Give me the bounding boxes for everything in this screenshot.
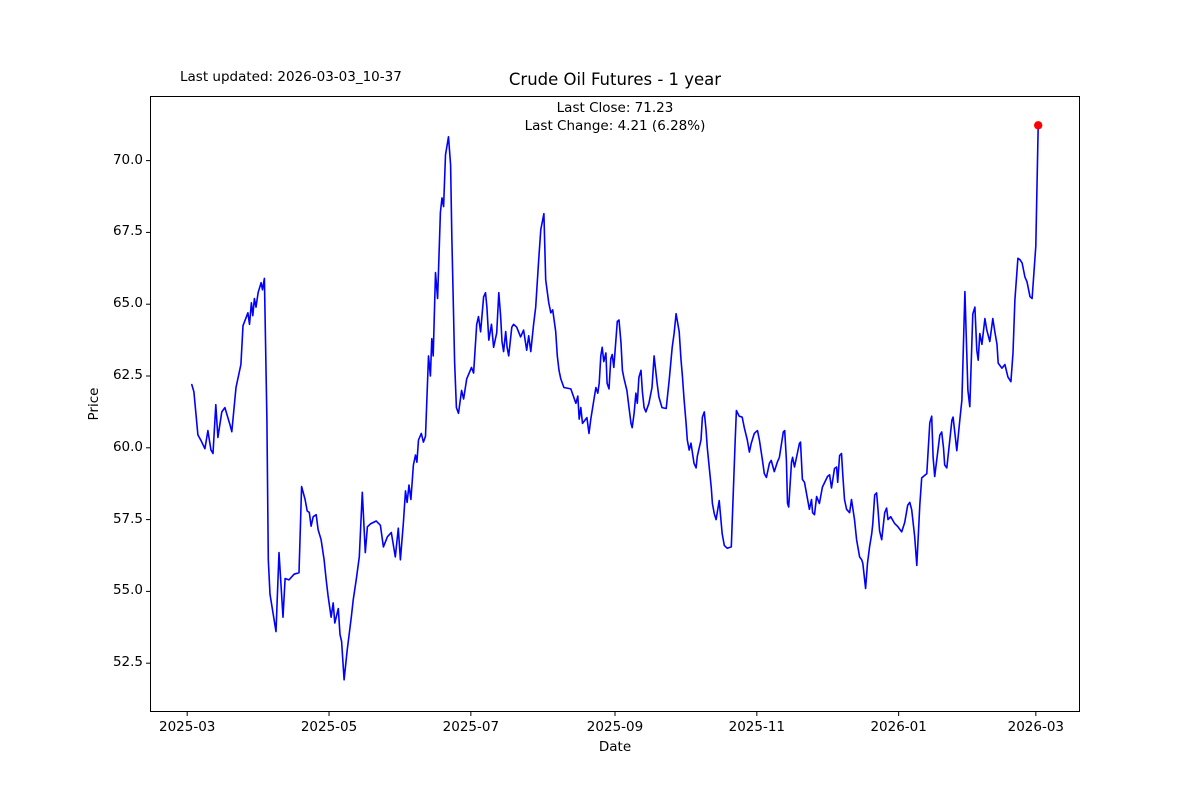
x-tick-label: 2025-11 [728,719,786,735]
price-line-series [191,124,1039,681]
x-tick-label: 2026-03 [1007,719,1065,735]
y-tick-label: 60.0 [112,438,143,455]
plot-border [150,96,1080,712]
x-tick-label: 2025-03 [158,719,216,735]
y-tick-label: 67.5 [112,223,143,240]
last-updated-annotation: Last updated: 2026-03-03_10-37 [180,69,402,85]
x-tick-label: 2025-09 [586,719,644,735]
y-tick-label: 55.0 [112,582,143,599]
y-tick-label: 62.5 [112,367,143,383]
y-tick-label: 65.0 [112,295,143,312]
y-tick-label: 52.5 [112,654,143,671]
x-axis-label: Date [598,739,632,755]
x-tick-label: 2026-01 [870,719,927,735]
x-tick-label: 2025-05 [300,719,358,735]
y-tick-label: 70.0 [112,151,143,168]
axis-tick-marks [146,160,1037,716]
x-tick-label: 2025-07 [442,719,500,735]
y-tick-label: 57.5 [112,510,143,527]
last-close-annotation: Last Close: 71.23 [556,100,674,116]
last-point-marker [1034,121,1043,130]
chart-title: Crude Oil Futures - 1 year [508,70,722,89]
last-change-annotation: Last Change: 4.21 (6.28%) [524,118,706,134]
